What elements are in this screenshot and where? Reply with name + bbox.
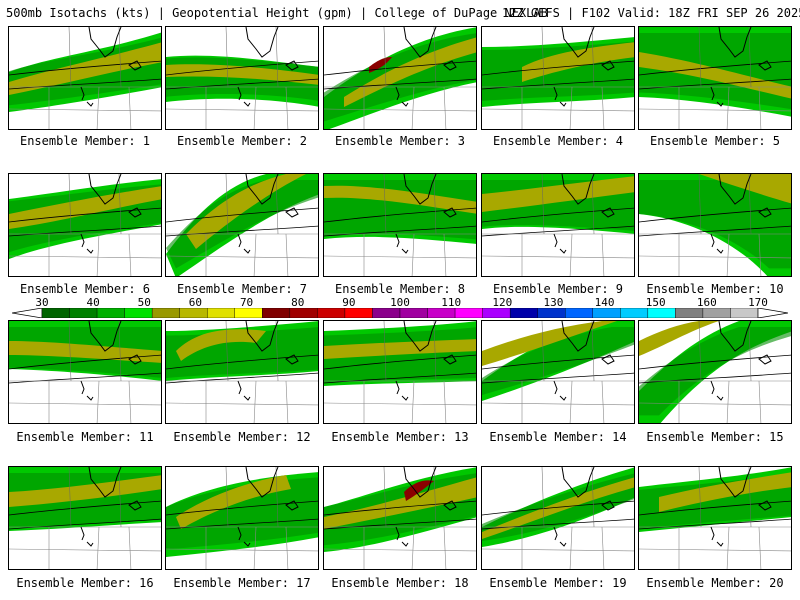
color-bin [41,308,70,318]
legend-tick-label: 80 [291,296,305,309]
ensemble-member-label: Ensemble Member: 12 [173,430,311,444]
color-bin [234,308,263,318]
color-bin [399,308,428,318]
color-bin [730,308,759,318]
color-bin [620,308,649,318]
legend-tick-label: 100 [390,296,410,309]
ensemble-member-label: Ensemble Member: 4 [492,134,624,148]
ensemble-member-map [323,26,477,130]
ensemble-member-label: Ensemble Member: 19 [489,576,627,590]
color-bin [317,308,346,318]
ensemble-member-label: Ensemble Member: 14 [489,430,627,444]
ensemble-member-label: Ensemble Member: 2 [176,134,308,148]
color-bin [647,308,676,318]
ensemble-member-map [638,26,792,130]
color-bin [509,308,538,318]
ensemble-member-map [8,320,162,424]
ensemble-member-label: Ensemble Member: 13 [331,430,469,444]
ensemble-member-label: Ensemble Member: 5 [649,134,781,148]
color-bin [427,308,456,318]
ensemble-member-map [638,320,792,424]
ensemble-member-label: Ensemble Member: 3 [334,134,466,148]
ensemble-member-map [481,173,635,277]
ensemble-member-map [638,173,792,277]
color-bin [454,308,483,318]
ensemble-member-label: Ensemble Member: 20 [646,576,784,590]
ensemble-member-label: Ensemble Member: 17 [173,576,311,590]
color-bin [537,308,566,318]
color-bin [565,308,593,318]
color-bin [344,308,373,318]
ensemble-member-label: Ensemble Member: 11 [16,430,154,444]
ensemble-member-map [165,466,319,570]
ensemble-member-label: Ensemble Member: 8 [334,282,466,296]
color-bin [675,308,704,318]
run-valid-time: 12Z GEFS | F102 Valid: 18Z FRI SEP 26 20… [502,6,800,20]
legend-tick-label: 30 [35,296,49,309]
ensemble-member-map [323,320,477,424]
color-bin [592,308,621,318]
legend-tick-label: 110 [441,296,462,309]
color-bin [702,308,731,318]
ensemble-member-map [8,26,162,130]
color-bin [482,308,511,318]
ensemble-member-map [8,466,162,570]
color-bin [69,308,98,318]
color-bin [96,308,125,318]
legend-tick-label: 160 [696,296,717,309]
ensemble-member-map [165,320,319,424]
color-bin [372,308,401,318]
ensemble-member-map [165,26,319,130]
color-bar [12,308,788,318]
ensemble-member-map [8,173,162,277]
ensemble-member-map [481,466,635,570]
ensemble-member-label: Ensemble Member: 7 [176,282,308,296]
color-legend: 30 40 50 60 70 80 90 100 110 120 130 140 150 160 170 [12,296,788,322]
ensemble-member-label: Ensemble Member: 9 [492,282,624,296]
color-bin [179,308,208,318]
legend-tick-label: 170 [748,296,768,309]
ensemble-member-label: Ensemble Member: 15 [646,430,784,444]
ensemble-member-map [638,466,792,570]
ensemble-member-label: Ensemble Member: 1 [19,134,151,148]
ensemble-member-label: Ensemble Member: 10 [646,282,784,296]
ensemble-member-map [481,320,635,424]
chart-title: 500mb Isotachs (kts) | Geopotential Heig… [6,6,548,20]
color-bin [207,308,235,318]
legend-tick-label: 70 [239,296,254,309]
legend-tick-label: 130 [543,296,564,309]
color-bin [289,308,318,318]
legend-tick-label: 90 [342,296,356,309]
legend-tick-label: 40 [86,296,100,309]
legend-tick-label: 140 [594,296,615,309]
color-bin [151,308,180,318]
legend-tick-label: 120 [492,296,513,309]
ensemble-member-map [481,26,635,130]
ensemble-member-map [323,466,477,570]
ensemble-member-label: Ensemble Member: 16 [16,576,154,590]
ensemble-member-map [323,173,477,277]
legend-tick-label: 150 [645,296,666,309]
legend-tick-label: 60 [188,296,203,309]
ensemble-member-map [165,173,319,277]
ensemble-member-label: Ensemble Member: 18 [331,576,469,590]
legend-tick-label: 50 [137,296,151,309]
ensemble-member-label: Ensemble Member: 6 [19,282,151,296]
color-bin [124,308,153,318]
color-bin [262,308,291,318]
